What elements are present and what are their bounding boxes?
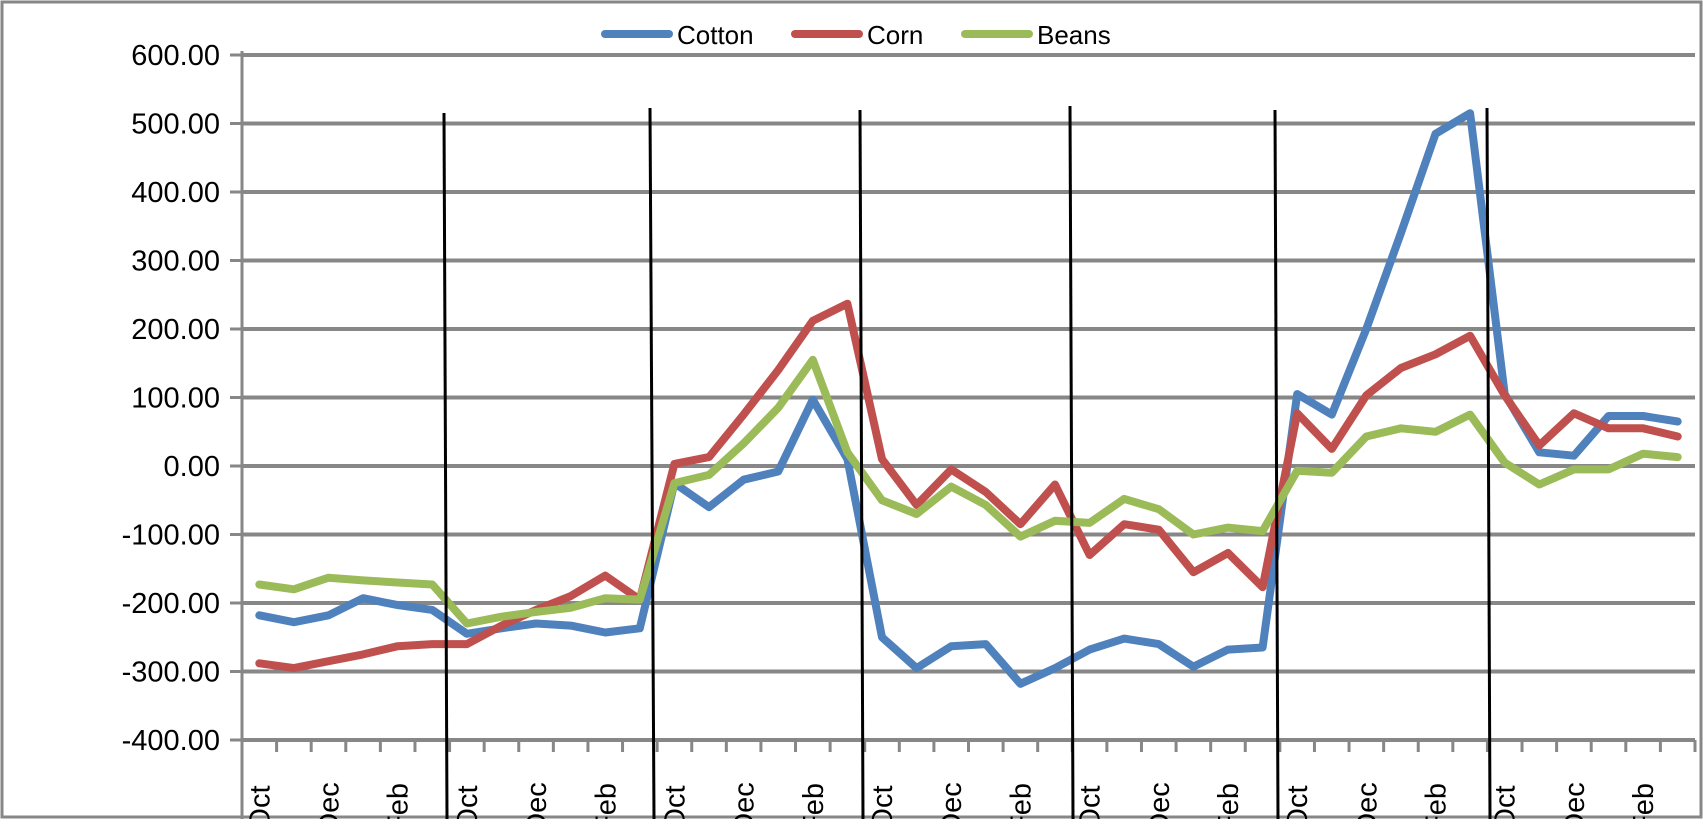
legend-label-beans: Beans [1037,20,1111,50]
y-tick-label: 100.00 [131,383,220,415]
season-divider [1485,107,1492,820]
x-tick-label: Feb [1421,783,1453,819]
x-tick-label: Feb [590,783,622,819]
x-tick-label: Dec [521,782,553,819]
y-tick-label: -100.00 [122,520,220,552]
series-line-corn [255,299,1682,673]
x-tick-label: Oct [659,785,691,819]
y-tick-label: -200.00 [122,588,220,620]
y-tick-label: 200.00 [131,314,220,346]
y-tick-label: -400.00 [122,725,220,757]
x-tick-label: Dec [1144,782,1176,819]
y-tick-label: 600.00 [131,40,220,72]
x-tick-label: Feb [1213,783,1245,819]
y-tick-label: -300.00 [122,657,220,689]
x-tick-label: Feb [1005,783,1037,819]
legend-label-cotton: Cotton [677,20,754,50]
x-tick-label: Oct [867,785,899,819]
y-tick-label: 300.00 [131,246,220,278]
x-tick-label: Feb [1628,783,1660,819]
series-lines [255,109,1682,688]
season-divider [1068,105,1075,820]
series-line-beans [255,355,1682,628]
x-tick-label: Dec [936,782,968,819]
axes [240,51,1697,820]
season-divider [858,109,865,820]
x-tick-label: Oct [1282,785,1314,819]
season-divider [648,107,656,820]
x-tick-labels: Oct Dec Feb Oct Dec Feb Oct Dec Feb Oct Dec Feb Oct D… [244,782,1660,824]
x-tick-label: Oct [452,785,484,819]
x-tick-label: Feb [798,783,830,819]
season-divider [1273,109,1280,820]
x-tick-label: Oct [1075,785,1107,819]
y-tick-label: 500.00 [131,109,220,141]
x-tick-label: Oct [1490,785,1522,819]
x-tick-label: Dec [1351,782,1383,819]
season-divider [442,112,449,820]
x-tick-label: Feb [383,783,415,819]
x-tick-label: Oct [244,785,276,819]
x-tick-label: Dec [313,782,345,819]
y-tick-label: 0.00 [164,451,220,483]
y-tick-label: 400.00 [131,177,220,209]
x-tick-label: Dec [1559,782,1591,819]
season-dividers [442,105,1492,820]
y-tick-labels: 600.00 500.00 400.00 300.00 200.00 100.00 0.00… [122,40,220,757]
legend: Cotton Corn Beans [601,20,1111,50]
x-tick-label: Dec [729,782,761,819]
legend-label-corn: Corn [867,20,923,50]
